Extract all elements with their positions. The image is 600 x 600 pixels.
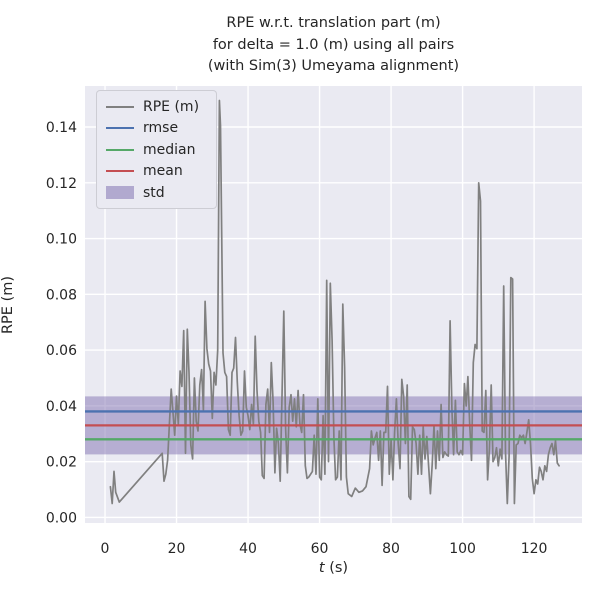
legend-line-swatch <box>106 148 134 151</box>
legend-label: std <box>143 184 165 201</box>
x-tick-label: 40 <box>239 541 257 557</box>
y-tick-label: 0.02 <box>46 455 77 471</box>
rpe-line <box>109 99 560 505</box>
chart-title-line1: RPE w.r.t. translation part (m) <box>226 15 441 31</box>
x-tick-label: 120 <box>521 541 548 557</box>
legend-patch-swatch <box>106 186 134 200</box>
y-tick-label: 0.04 <box>46 399 77 415</box>
x-axis-variable: t <box>318 560 325 576</box>
x-tick-label: 20 <box>168 541 186 557</box>
legend-item-rmse: rmse <box>97 118 216 140</box>
y-tick-label: 0.12 <box>46 176 77 192</box>
y-tick-label: 0.06 <box>46 343 77 359</box>
legend-label: rmse <box>143 120 179 137</box>
legend-line-swatch <box>106 170 134 173</box>
legend-box: RPE (m) rmse median mean std <box>96 90 217 209</box>
y-tick-label: 0.10 <box>46 232 77 248</box>
legend-line-swatch <box>106 127 134 130</box>
chart-title-line3: (with Sim(3) Umeyama alignment) <box>207 58 460 74</box>
legend-label: mean <box>143 163 183 180</box>
legend-line-swatch <box>106 105 134 108</box>
x-tick-label: 60 <box>311 541 329 557</box>
y-tick-label: 0.08 <box>46 287 77 303</box>
legend-label: median <box>143 141 196 158</box>
chart-title: RPE w.r.t. translation part (m) for delt… <box>85 13 582 78</box>
x-tick-label: 100 <box>449 541 476 557</box>
legend-item-std: std <box>97 182 216 204</box>
legend-item-mean: mean <box>97 161 216 183</box>
legend-label: RPE (m) <box>143 98 200 115</box>
y-tick-label: 0.14 <box>46 120 77 136</box>
y-tick-label: 0.00 <box>46 510 77 526</box>
legend-item-median: median <box>97 139 216 161</box>
x-tick-label: 80 <box>382 541 400 557</box>
chart-title-line2: for delta = 1.0 (m) using all pairs <box>212 36 455 53</box>
y-axis-label: RPE (m) <box>0 275 16 335</box>
x-tick-label: 0 <box>101 541 110 557</box>
legend-item-rpe-m-: RPE (m) <box>97 96 216 118</box>
x-axis-label: t (s) <box>318 560 349 576</box>
